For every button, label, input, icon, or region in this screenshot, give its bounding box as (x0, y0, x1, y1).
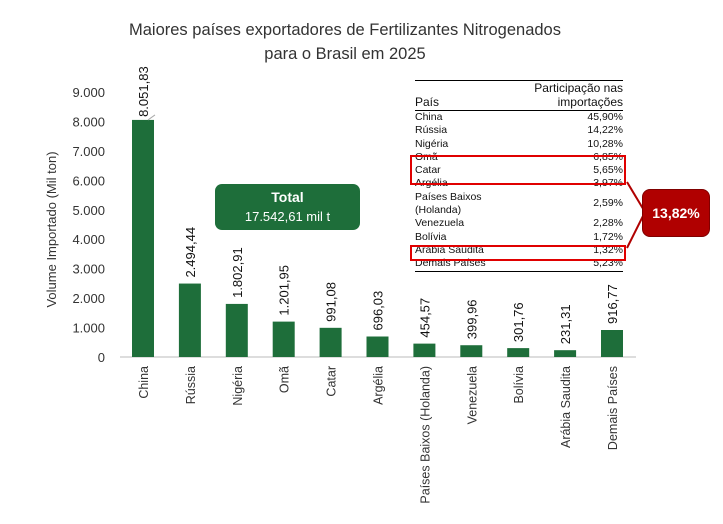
data-label: 696,03 (371, 291, 386, 331)
x-tick-label: Catar (325, 366, 339, 397)
total-label: Total (271, 189, 304, 205)
y-tick-label: 2.000 (72, 291, 105, 306)
bar (225, 303, 248, 357)
y-axis-label: Volume Importado (Mil ton) (44, 151, 59, 307)
bar (460, 345, 483, 357)
bar (554, 350, 577, 357)
highlight-sum-badge: 13,82% (642, 189, 710, 237)
y-tick-label: 6.000 (72, 173, 105, 188)
data-label: 399,96 (464, 299, 479, 339)
x-tick-label: Rússia (184, 366, 198, 404)
row-country: Rússia (415, 124, 448, 137)
x-tick-label: Nigéria (231, 366, 245, 406)
bar (178, 283, 201, 357)
x-tick-label: Venezuela (465, 366, 479, 424)
chart-title: Maiores países exportadores de Fertiliza… (100, 18, 590, 66)
x-tick-label: Países Baixos (Holanda) (418, 366, 432, 504)
data-label: 1.802,91 (230, 247, 245, 298)
row-share: 5,65% (593, 164, 623, 177)
y-tick-label: 7.000 (72, 144, 105, 159)
row-country: China (415, 111, 443, 123)
table-row: Rússia 14,22% (415, 124, 623, 137)
bar (507, 348, 530, 357)
highlight-arabia-saudita (410, 245, 626, 261)
header-share: Participação nas importações (528, 80, 623, 111)
y-tick-label: 1.000 (72, 321, 105, 336)
data-label: 916,77 (605, 284, 620, 324)
y-tick-label: 4.000 (72, 232, 105, 247)
data-label: 2.494,44 (183, 227, 198, 278)
highlight-oma-catar (410, 155, 626, 185)
title-line-1: Maiores países exportadores de Fertiliza… (129, 21, 561, 39)
y-tick-label: 8.000 (72, 114, 105, 129)
data-label: 991,08 (324, 282, 339, 322)
header-country: País (415, 80, 528, 111)
y-tick-label: 9.000 (72, 85, 105, 100)
x-tick-label: Omã (278, 366, 292, 393)
table-row: Nigéria 10,28% (415, 138, 623, 151)
y-tick-label: 3.000 (72, 262, 105, 277)
bar (272, 321, 295, 357)
total-value: 17.542,61 mil t (244, 209, 331, 224)
y-tick-label: 0 (98, 350, 105, 365)
row-share: 2,59% (593, 197, 623, 210)
row-country: Nigéria (415, 137, 449, 150)
title-line-2: para o Brasil em 2025 (264, 45, 426, 63)
row-country: Países Baixos (Holanda) (415, 190, 482, 217)
row-country: Venezuela (415, 217, 465, 230)
total-box: Total 17.542,61 mil t (215, 184, 360, 230)
row-share: 10,28% (587, 137, 623, 150)
bar (366, 336, 389, 357)
bar (319, 327, 342, 357)
table-row: Bolívia 1,72% (415, 231, 623, 244)
data-label: 8.051,83 (136, 66, 151, 117)
data-label: 301,76 (511, 302, 526, 342)
label-leader-line (147, 114, 156, 121)
x-tick-label: Argélia (372, 366, 386, 405)
row-share: 45,90% (587, 111, 623, 123)
row-country: Bolívia (415, 230, 447, 243)
table-row: Venezuela 2,28% (415, 217, 623, 230)
row-share: 2,28% (593, 217, 623, 230)
x-tick-label: Bolívia (512, 366, 526, 404)
row-country: Catar (415, 164, 441, 177)
table-row: China 45,90% (415, 111, 623, 125)
table-row: Países Baixos (Holanda) 2,59% (415, 191, 623, 218)
bar (601, 330, 623, 357)
row-share: 14,22% (587, 124, 623, 137)
data-label: 1.201,95 (277, 265, 292, 316)
table-row: Catar 5,65% (415, 164, 623, 177)
x-tick-label: Arábia Saudita (559, 366, 573, 448)
bar (132, 119, 154, 358)
x-tick-label: Demais Países (606, 366, 620, 450)
data-label: 454,57 (417, 298, 432, 338)
row-share: 1,72% (593, 230, 623, 243)
x-tick-label: China (137, 366, 151, 399)
bar (413, 343, 436, 357)
y-tick-label: 5.000 (72, 203, 105, 218)
data-label: 231,31 (558, 304, 573, 344)
